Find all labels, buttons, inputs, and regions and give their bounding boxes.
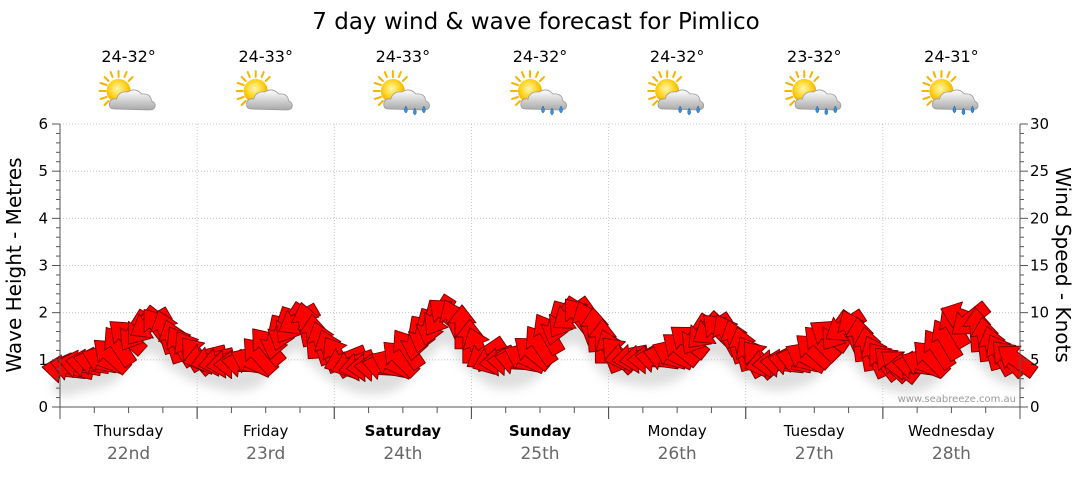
left-tick-label: 4 xyxy=(38,209,48,227)
day-date: 27th xyxy=(795,444,834,464)
left-tick-label: 2 xyxy=(38,304,48,322)
watermark: www.seabreeze.com.au xyxy=(898,394,1016,405)
day-temperature: 24-33° xyxy=(238,47,293,66)
day-date: 22nd xyxy=(107,444,150,464)
weather-icon xyxy=(647,70,705,111)
day-date: 25th xyxy=(520,444,559,464)
day-name: Wednesday xyxy=(908,422,995,440)
left-tick-label: 3 xyxy=(38,257,48,275)
day-temperature: 24-33° xyxy=(376,47,431,66)
day-name: Tuesday xyxy=(783,422,845,440)
left-axis-label: Wave Height - Metres xyxy=(2,157,26,372)
day-name: Sunday xyxy=(509,422,572,440)
right-tick-label: 20 xyxy=(1030,209,1049,227)
day-temperature: 24-31° xyxy=(924,47,979,66)
day-name: Monday xyxy=(648,422,707,440)
weather-icon xyxy=(921,70,979,111)
weather-icon xyxy=(372,70,431,111)
left-tick-label: 6 xyxy=(38,115,48,133)
day-temperature: 24-32° xyxy=(101,47,156,66)
right-tick-label: 30 xyxy=(1030,115,1049,133)
left-tick-label: 5 xyxy=(38,162,48,180)
day-date: 28th xyxy=(932,444,971,464)
day-name: Thursday xyxy=(93,422,164,440)
day-date: 24th xyxy=(383,444,422,464)
day-name: Saturday xyxy=(365,422,442,440)
day-date: 26th xyxy=(658,444,697,464)
right-axis-label: Wind Speed - Knots xyxy=(1051,167,1075,363)
left-tick-label: 1 xyxy=(38,351,48,369)
wind-arrow xyxy=(997,345,1039,379)
day-temperature: 24-32° xyxy=(513,47,568,66)
day-temperature: 23-32° xyxy=(787,47,842,66)
left-tick-label: 0 xyxy=(38,398,48,416)
day-date: 23rd xyxy=(246,444,285,464)
right-tick-label: 25 xyxy=(1030,162,1049,180)
weather-icon xyxy=(98,70,157,111)
weather-icon xyxy=(784,70,842,111)
day-name: Friday xyxy=(243,422,289,440)
right-tick-label: 15 xyxy=(1030,257,1049,275)
right-tick-label: 0 xyxy=(1030,398,1040,416)
right-tick-label: 10 xyxy=(1030,304,1049,322)
right-tick-label: 5 xyxy=(1030,351,1040,369)
day-temperature: 24-32° xyxy=(650,47,705,66)
weather-icon xyxy=(235,70,294,111)
weather-icon xyxy=(510,70,568,111)
chart-title: 7 day wind & wave forecast for Pimlico xyxy=(312,9,759,35)
